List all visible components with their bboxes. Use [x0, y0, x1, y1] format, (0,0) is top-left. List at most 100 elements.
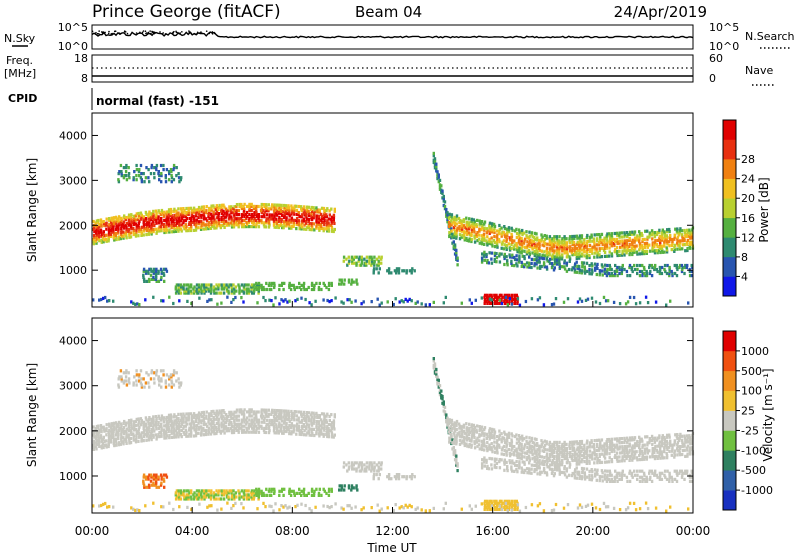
velocity-cell — [318, 414, 321, 418]
power-cell — [528, 263, 531, 267]
power-cell — [465, 220, 469, 224]
power-cell — [506, 303, 510, 307]
power-cell — [200, 289, 204, 293]
power-cell — [527, 236, 531, 240]
power-cell — [185, 206, 188, 211]
power-cell — [631, 252, 634, 257]
power-cell — [608, 274, 612, 278]
velocity-cell — [435, 367, 438, 372]
velocity-cell — [167, 417, 171, 421]
velocity-cell — [536, 456, 539, 460]
velocity-heatmap — [92, 357, 695, 513]
power-cell — [513, 293, 516, 297]
velocity-cell — [245, 422, 248, 426]
power-cell — [641, 238, 644, 242]
power-cell — [458, 233, 462, 237]
power-cell — [125, 236, 128, 240]
power-cell — [350, 257, 354, 261]
power-cell — [553, 262, 556, 266]
velocity-cell — [107, 444, 110, 449]
velocity-cell — [210, 420, 213, 424]
power-cell — [287, 204, 290, 208]
velocity-cell — [94, 427, 97, 431]
power-cell — [112, 234, 116, 238]
velocity-cell — [545, 440, 548, 444]
velocity-cell — [462, 425, 466, 429]
power-cell — [486, 243, 489, 247]
power-cell — [546, 250, 549, 254]
power-cell — [536, 260, 539, 264]
power-cell — [320, 218, 323, 222]
power-cell — [472, 228, 476, 232]
velocity-cell — [488, 429, 491, 433]
power-cell — [217, 214, 220, 218]
power-cell — [147, 216, 151, 220]
power-cell — [144, 216, 148, 221]
power-cell — [124, 232, 128, 236]
power-cell — [107, 235, 110, 239]
power-cell — [134, 234, 138, 238]
power-cell — [257, 287, 260, 292]
velocity-cell — [255, 487, 258, 491]
power-cell — [641, 248, 644, 252]
power-cell — [147, 230, 151, 234]
velocity-cell — [254, 424, 258, 428]
power-cell — [475, 235, 478, 239]
power-cell — [688, 269, 692, 274]
power-cell — [546, 254, 549, 258]
power-cell — [678, 243, 681, 247]
velocity-cell — [134, 438, 138, 442]
velocity-cell — [513, 445, 516, 449]
power-cell — [168, 230, 171, 234]
power-cell — [373, 261, 376, 265]
velocity-cell — [571, 452, 574, 456]
power-cell — [163, 218, 166, 222]
power-cell — [563, 267, 567, 271]
velocity-cell — [332, 419, 336, 423]
power-cell — [608, 263, 611, 268]
velocity-cell — [273, 431, 276, 435]
velocity-cell — [543, 449, 546, 453]
power-cell — [520, 243, 523, 247]
velocity-cell — [441, 401, 444, 405]
power-cell — [227, 209, 230, 213]
power-cell — [128, 221, 131, 225]
velocity-cell — [566, 450, 569, 455]
velocity-cell — [531, 457, 534, 461]
power-cell — [541, 243, 544, 247]
velocity-cell — [115, 423, 118, 427]
power-cell — [511, 255, 514, 259]
velocity-cell — [153, 429, 156, 433]
velocity-cell — [160, 377, 163, 381]
power-cell — [125, 230, 128, 234]
power-cell — [630, 267, 633, 272]
velocity-cell — [209, 432, 213, 436]
power-cell — [220, 287, 223, 291]
velocity-cell — [626, 438, 629, 442]
power-cell — [473, 230, 476, 234]
power-cell — [205, 225, 208, 229]
velocity-cell — [472, 434, 476, 438]
velocity-cell — [528, 450, 532, 454]
power-cell — [202, 227, 205, 231]
power-cell — [289, 287, 293, 292]
power-cell — [686, 238, 690, 242]
power-cell — [140, 231, 143, 235]
power-cell — [245, 291, 249, 295]
power-cell — [548, 239, 552, 243]
velocity-cell — [187, 414, 190, 418]
power-cell — [527, 261, 531, 265]
velocity-cell — [603, 456, 607, 460]
power-cell — [516, 246, 519, 250]
velocity-cell — [250, 408, 253, 412]
velocity-cell — [483, 442, 486, 446]
velocity-cell — [465, 422, 468, 426]
power-cell — [633, 246, 637, 250]
velocity-cell — [563, 455, 566, 459]
power-cell — [501, 230, 504, 234]
velocity-cell — [543, 459, 546, 464]
power-cell — [360, 302, 363, 306]
power-cell — [590, 262, 593, 266]
velocity-cell — [255, 493, 259, 497]
velocity-cell — [187, 418, 190, 422]
